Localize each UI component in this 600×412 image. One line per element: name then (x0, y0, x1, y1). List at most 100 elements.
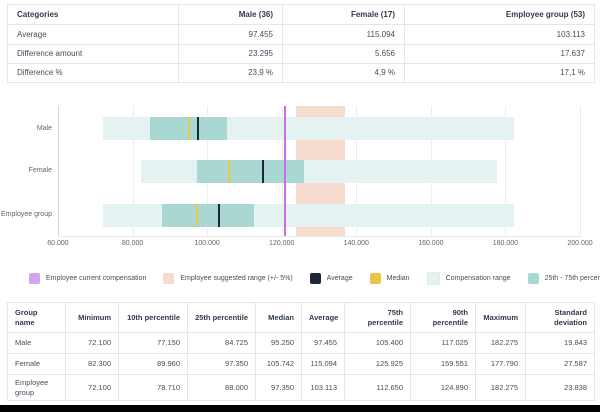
column-header: Categories (7, 4, 179, 25)
x-tick-label: 60.000 (47, 240, 69, 247)
current-compensation-line (284, 106, 286, 236)
median-line-employee-group (196, 203, 199, 227)
legend-item-employee-suggested-range: Employee suggested range (+/- 5%) (163, 273, 293, 284)
employee-suggested-range-swatch-icon (163, 273, 175, 284)
median-line-female (227, 159, 230, 183)
column-header: Standard deviation (525, 302, 595, 333)
value-cell: 97.455 (301, 332, 345, 354)
value-cell: 77.150 (118, 332, 188, 354)
average-line-employee-group (217, 203, 220, 227)
x-tick-label: 140.000 (343, 240, 369, 247)
gridline (580, 106, 581, 236)
legend-item-percentile-25-75: 25th - 75th percentile (527, 273, 600, 284)
value-cell: 115.094 (282, 24, 405, 45)
row-label: Employee group (7, 374, 66, 401)
value-cell: 17,1 % (404, 63, 595, 83)
y-axis-label-employee-group: Employee group (1, 211, 52, 218)
table-row: Difference amount 23.295 5.656 17.637 (7, 44, 595, 64)
legend-item-compensation-range: Compensation range (426, 272, 511, 285)
table-row: Employee group 72.100 78.710 88.000 97.350 10… (7, 374, 595, 401)
gridline (505, 106, 507, 236)
y-axis-label-female: Female (28, 167, 52, 174)
percentile-25-75-swatch-icon (527, 273, 539, 284)
value-cell: 82.300 (65, 353, 119, 375)
value-cell: 177.790 (475, 353, 526, 375)
summary-header-row: Categories Male (36) Female (17) Employee g… (7, 4, 595, 25)
value-cell: 159.551 (410, 353, 476, 375)
table-row: Difference % 23,9 % 4,9 % 17,1 % (7, 63, 595, 83)
value-cell: 124.890 (410, 374, 476, 401)
column-header: Group name (7, 302, 66, 333)
value-cell: 72.100 (65, 332, 119, 354)
legend-item-median: Median (369, 273, 410, 284)
value-cell: 4,9 % (282, 63, 405, 83)
average-swatch-icon (309, 273, 321, 284)
percentile-25-75-bar-female (197, 159, 304, 183)
compensation-range-swatch-icon (426, 272, 440, 285)
value-cell: 105.742 (255, 353, 302, 375)
value-cell: 103.113 (404, 24, 595, 45)
value-cell: 117.025 (410, 332, 476, 354)
row-label: Female (7, 353, 66, 375)
employee-current-compensation-swatch-icon (29, 273, 40, 284)
compensation-range-bar-female (141, 159, 498, 183)
y-axis-line (58, 106, 59, 236)
value-cell: 27.587 (525, 353, 595, 375)
row-label: Average (7, 24, 179, 45)
median-line-male (188, 117, 191, 140)
value-cell: 88.000 (187, 374, 256, 401)
value-cell: 95.250 (255, 332, 302, 354)
x-tick-label: 180.000 (492, 240, 519, 247)
row-label: Male (7, 332, 66, 354)
statistics-table: Group name Minimum 10th percentile 25th per… (7, 302, 595, 401)
column-header: Median (255, 302, 302, 333)
table-row: Female 82.300 89.960 97.350 105.742 115.094 12… (7, 353, 595, 375)
summary-table: Categories Male (36) Female (17) Employee g… (7, 4, 595, 83)
column-header: Minimum (65, 302, 119, 333)
value-cell: 78.710 (118, 374, 188, 401)
average-line-male (196, 117, 199, 140)
value-cell: 84.725 (187, 332, 256, 354)
legend-label: Median (386, 275, 410, 282)
value-cell: 89.960 (118, 353, 188, 375)
average-line-female (262, 159, 265, 183)
percentile-25-75-bar-employee-group (162, 203, 255, 227)
chart-legend: Employee current compensation Employee su… (29, 272, 600, 285)
value-cell: 19.843 (525, 332, 595, 354)
stats-header-row: Group name Minimum 10th percentile 25th per… (7, 302, 595, 333)
window-bottom-edge (0, 405, 600, 412)
y-axis-label-male: Male (36, 124, 52, 132)
value-cell: 115.094 (301, 353, 345, 375)
column-header: 75th percentile (344, 302, 411, 333)
legend-label: Employee current compensation (46, 275, 147, 282)
value-cell: 17.637 (404, 44, 595, 64)
x-tick-label: 120.000 (269, 240, 295, 247)
value-cell: 103.113 (301, 374, 345, 401)
x-tick-label: 80.000 (121, 240, 144, 247)
table-row: Male 72.100 77.150 84.725 95.250 97.455 105.40… (7, 332, 595, 354)
value-cell: 125.925 (344, 353, 411, 375)
column-header: 25th percentile (187, 302, 256, 333)
legend-label: Compensation range (445, 275, 511, 282)
value-cell: 5.656 (282, 44, 405, 64)
legend-label: 25th - 75th percentile (544, 275, 600, 282)
legend-item-employee-current-compensation: Employee current compensation (29, 273, 146, 284)
column-header: Average (301, 302, 345, 333)
legend-item-average: Average (309, 273, 353, 284)
column-header: Maximum (475, 302, 526, 333)
column-header: 10th percentile (118, 302, 188, 333)
value-cell: 182.275 (475, 374, 526, 401)
median-swatch-icon (369, 273, 381, 284)
x-tick-label: 100.000 (194, 240, 220, 247)
value-cell: 23.838 (525, 374, 595, 401)
column-header: Employee group (53) (404, 4, 595, 25)
value-cell: 97.350 (255, 374, 302, 401)
value-cell: 23.295 (178, 44, 283, 64)
table-row: Average 97.455 115.094 103.113 (7, 24, 595, 45)
value-cell: 105.400 (344, 332, 411, 354)
value-cell: 23,9 % (178, 63, 283, 83)
column-header: Female (17) (282, 4, 405, 25)
value-cell: 182.275 (475, 332, 526, 354)
x-axis-line (58, 236, 581, 237)
